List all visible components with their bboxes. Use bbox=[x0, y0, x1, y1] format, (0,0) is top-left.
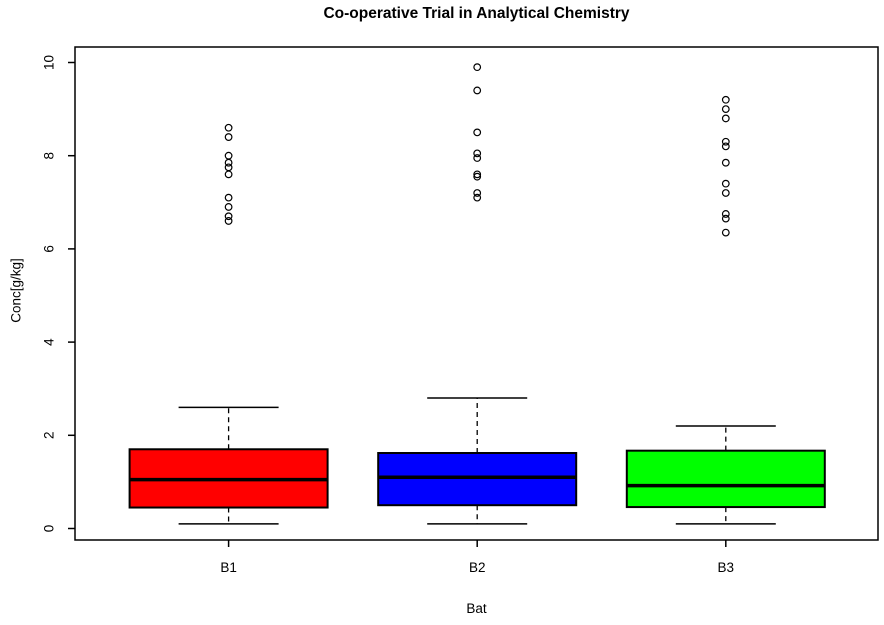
y-tick-label: 6 bbox=[42, 245, 57, 253]
y-tick-label: 2 bbox=[42, 432, 57, 440]
outlier-b3 bbox=[721, 228, 730, 237]
outlier-b2 bbox=[473, 63, 482, 72]
outlier-b2 bbox=[473, 149, 482, 158]
outlier-b2 bbox=[473, 128, 482, 137]
y-tick-label: 10 bbox=[42, 55, 57, 70]
outlier-b3 bbox=[721, 179, 730, 188]
outlier-b1 bbox=[224, 212, 233, 221]
outlier-b1 bbox=[224, 151, 233, 160]
outlier-b2 bbox=[473, 170, 482, 179]
outlier-b2 bbox=[473, 189, 482, 197]
outlier-b3 bbox=[721, 142, 730, 151]
box-b3 bbox=[625, 449, 826, 509]
x-tick-label-b1: B1 bbox=[220, 560, 237, 575]
outlier-b1 bbox=[224, 217, 233, 225]
outlier-b3 bbox=[721, 189, 730, 197]
outlier-b3 bbox=[721, 214, 730, 223]
y-tick-label: 0 bbox=[42, 525, 57, 533]
outlier-b1 bbox=[224, 158, 233, 167]
outlier-b3 bbox=[721, 114, 730, 123]
outlier-b2 bbox=[473, 172, 482, 181]
outlier-b3 bbox=[721, 95, 730, 104]
box-b2 bbox=[377, 452, 578, 507]
outlier-b3 bbox=[721, 210, 730, 218]
outlier-b1 bbox=[224, 163, 233, 172]
outlier-b1 bbox=[224, 123, 233, 132]
outlier-b1 bbox=[224, 170, 233, 179]
outlier-b3 bbox=[721, 158, 730, 167]
outlier-b1 bbox=[224, 133, 233, 141]
y-tick-label: 4 bbox=[42, 338, 57, 346]
y-tick-label: 8 bbox=[42, 152, 57, 160]
x-tick-label-b3: B3 bbox=[718, 560, 735, 575]
outlier-b1 bbox=[224, 203, 233, 211]
y-axis-label: Conc[g/kg] bbox=[8, 258, 24, 323]
x-axis-label: Bat bbox=[466, 601, 487, 616]
x-tick-label-b2: B2 bbox=[469, 560, 486, 575]
chart-title: Co-operative Trial in Analytical Chemist… bbox=[323, 5, 630, 22]
outlier-b1 bbox=[224, 193, 233, 202]
outlier-b3 bbox=[721, 105, 730, 113]
outlier-b2 bbox=[473, 86, 482, 95]
outlier-b3 bbox=[721, 137, 730, 146]
outlier-b2 bbox=[473, 193, 482, 202]
outlier-b2 bbox=[473, 154, 482, 162]
